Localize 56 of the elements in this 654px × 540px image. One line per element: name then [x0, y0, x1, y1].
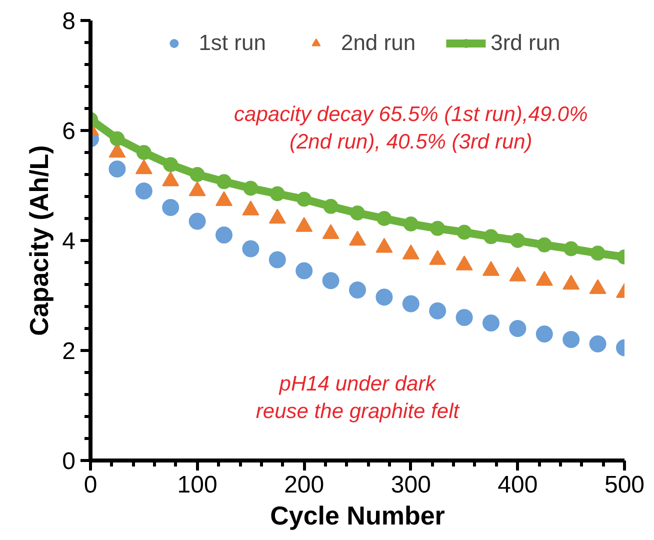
point — [376, 288, 393, 306]
y-tick-label: 4 — [62, 228, 76, 255]
point — [376, 211, 392, 226]
point — [216, 226, 232, 244]
x-tick-label: 200 — [284, 472, 324, 498]
point — [243, 180, 258, 196]
annotation: pH14 under dark reuse the graphite felt — [256, 372, 460, 424]
point — [135, 182, 152, 200]
point — [216, 174, 232, 190]
y-tick-label: 2 — [62, 338, 76, 365]
legend-label: 3rd run — [490, 30, 560, 56]
point — [190, 167, 205, 182]
legend-label: 1st run — [198, 30, 266, 56]
point — [510, 233, 526, 248]
point — [108, 160, 126, 178]
point — [590, 246, 606, 261]
point — [162, 199, 180, 216]
point — [350, 206, 365, 220]
x-tick-label: 500 — [604, 472, 645, 498]
point — [242, 240, 260, 258]
x-tick-label: 100 — [177, 472, 218, 498]
point — [110, 131, 125, 146]
point — [402, 295, 420, 312]
point — [403, 216, 418, 232]
point — [589, 335, 606, 352]
point — [484, 229, 498, 244]
point — [429, 302, 446, 320]
point — [456, 224, 472, 240]
point — [296, 262, 313, 280]
point — [136, 145, 152, 160]
point — [296, 192, 312, 207]
point — [536, 237, 552, 252]
x-tick-label: 400 — [498, 472, 538, 498]
y-tick-label: 6 — [62, 118, 76, 145]
annotation: capacity decay 65.5% (1st run),49.0% (2nd run), 40.5% (3rd run) — [234, 103, 588, 154]
y-tick-label: 8 — [62, 8, 76, 35]
y-tick-label: 0 — [62, 448, 76, 475]
point — [482, 314, 500, 332]
point — [270, 186, 285, 202]
point — [562, 331, 580, 348]
point — [456, 309, 473, 326]
point — [509, 320, 526, 337]
point — [322, 272, 340, 290]
x-axis-title: Cycle Number — [270, 500, 445, 530]
point — [349, 282, 366, 298]
x-tick-label: 0 — [84, 472, 98, 498]
x-tick-label: 300 — [390, 472, 431, 498]
point — [163, 157, 178, 172]
point — [323, 198, 338, 214]
point — [430, 220, 446, 236]
y-axis-title: Capacity (Ah/L) — [24, 145, 54, 336]
point — [188, 212, 206, 230]
point — [268, 251, 286, 268]
point — [564, 241, 579, 256]
point — [536, 326, 553, 342]
legend-label: 2nd run — [340, 30, 416, 56]
